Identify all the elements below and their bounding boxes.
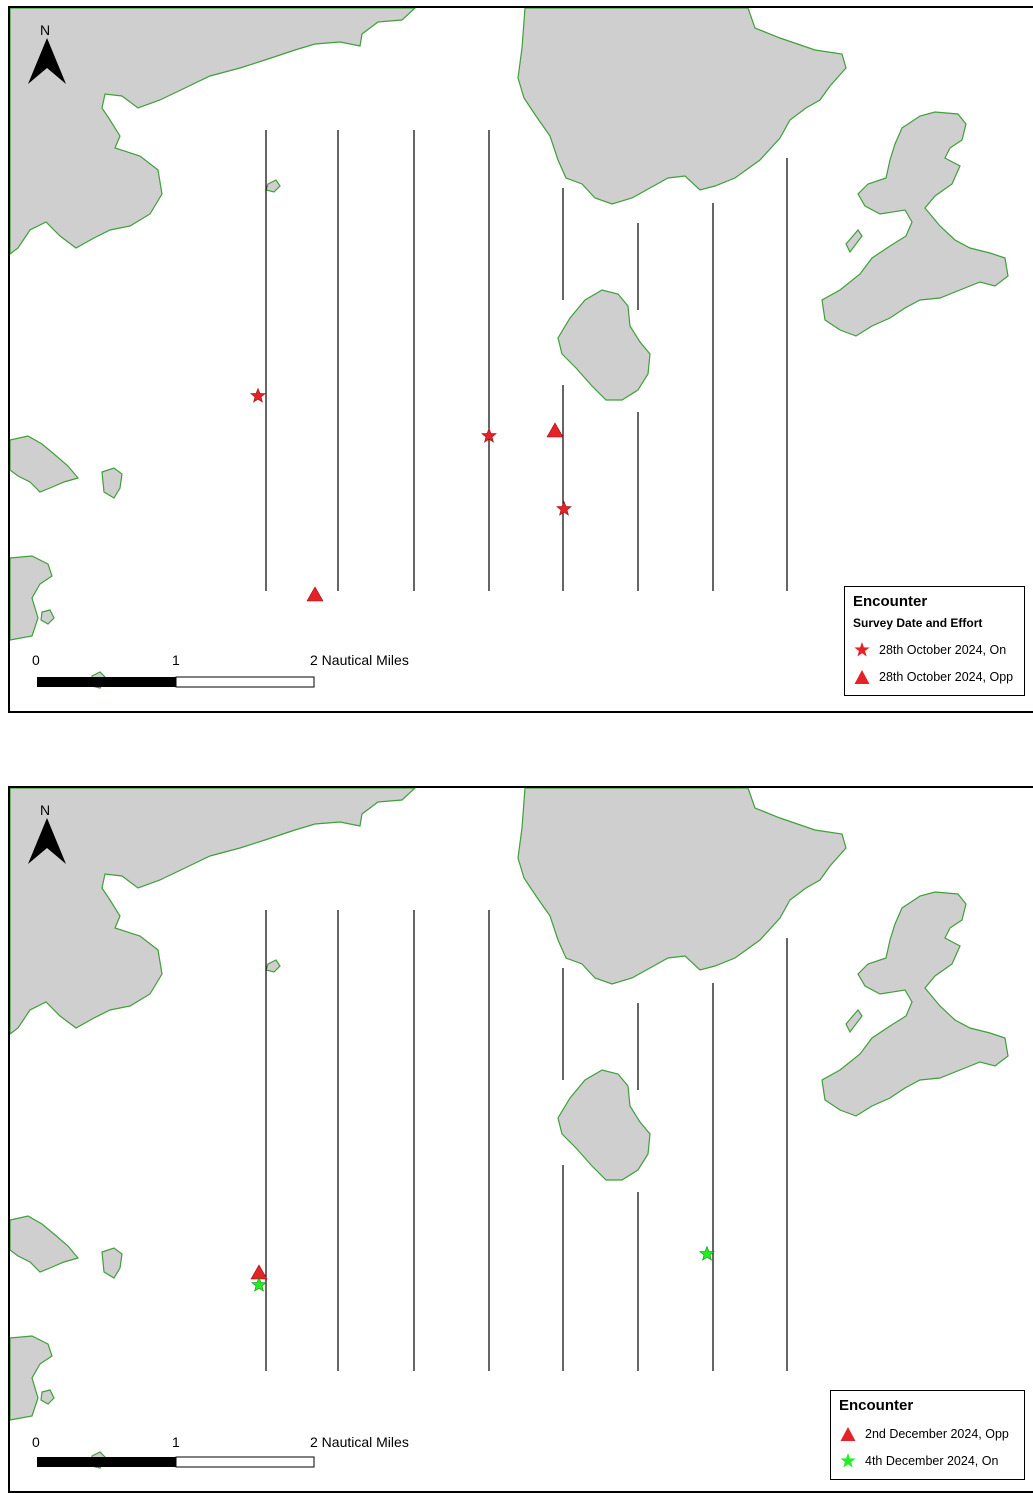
encounter-triangle-marker <box>546 422 564 438</box>
land-islet-a <box>265 959 281 973</box>
encounter-star-marker <box>556 500 572 516</box>
land-islet-e <box>845 1009 863 1034</box>
encounter-star-marker <box>699 1245 715 1261</box>
legend-title: Encounter <box>853 593 928 610</box>
encounter-markers <box>250 387 572 602</box>
legend-item: 2nd December 2024, Opp <box>839 1420 1016 1447</box>
scale-label-zero: 0 <box>32 1434 40 1450</box>
land-central-island <box>557 289 651 401</box>
land-west-island <box>10 1215 80 1273</box>
map-canvas <box>10 8 1009 689</box>
legend-item-label: 28th October 2024, On <box>879 642 1007 657</box>
legend-item-label: 28th October 2024, Opp <box>879 669 1014 684</box>
map-legend: Encounter 2nd December 2024, Opp 4th Dec… <box>830 1390 1025 1480</box>
north-arrow-icon <box>28 818 66 864</box>
map-panel-october: N 0 1 2 Nautical Miles Encounter Survey … <box>8 6 1033 713</box>
transect-lines <box>265 130 788 591</box>
encounter-star-marker <box>481 427 497 443</box>
land-northwest <box>10 8 416 255</box>
triangle-icon <box>854 669 870 684</box>
land-central-island <box>557 1069 651 1181</box>
land-southwest <box>10 1335 53 1421</box>
legend-item-label: 4th December 2024, On <box>865 1453 999 1468</box>
land-southwest <box>10 555 53 641</box>
legend-item-label: 2nd December 2024, Opp <box>865 1426 1009 1441</box>
land-islet-a <box>265 179 281 193</box>
scale-label-two: 2 Nautical Miles <box>310 1434 409 1450</box>
legend-title: Encounter <box>839 1397 914 1414</box>
map-canvas <box>10 788 1009 1469</box>
encounter-star-marker <box>250 387 266 403</box>
scale-label-two: 2 Nautical Miles <box>310 652 409 668</box>
land-northwest <box>10 788 416 1035</box>
land-islet-c <box>40 609 55 625</box>
encounter-markers <box>250 1245 715 1292</box>
legend-item: 4th December 2024, On <box>839 1447 1016 1474</box>
scale-bar <box>37 1456 315 1468</box>
land-islet-b <box>101 467 123 499</box>
land-islet-b <box>101 1247 123 1279</box>
scale-label-one: 1 <box>172 652 180 668</box>
encounter-triangle-marker <box>306 586 324 602</box>
encounter-star-marker <box>251 1276 267 1292</box>
map-legend: Encounter Survey Date and Effort 28th Oc… <box>844 586 1025 696</box>
legend-item: 28th October 2024, On <box>853 636 1016 663</box>
north-arrow-icon <box>28 38 66 84</box>
scale-bar <box>37 676 315 688</box>
scale-label-zero: 0 <box>32 652 40 668</box>
north-label: N <box>40 802 51 818</box>
legend-subtitle: Survey Date and Effort <box>853 616 983 630</box>
land-islet-e <box>845 229 863 254</box>
transect-lines <box>265 910 788 1371</box>
scale-label-one: 1 <box>172 1434 180 1450</box>
map-panel-december: N 0 1 2 Nautical Miles Encounter 2nd Dec… <box>8 786 1033 1493</box>
land-west-island <box>10 435 80 493</box>
north-label: N <box>40 22 51 38</box>
land-north-center <box>517 8 847 205</box>
land-islet-c <box>40 1389 55 1405</box>
legend-item: 28th October 2024, Opp <box>853 663 1016 690</box>
star-icon <box>840 1452 856 1467</box>
triangle-icon <box>840 1426 856 1441</box>
land-northeast-island <box>821 111 1009 337</box>
star-icon <box>854 641 870 656</box>
land-northeast-island <box>821 891 1009 1117</box>
land-north-center <box>517 788 847 985</box>
